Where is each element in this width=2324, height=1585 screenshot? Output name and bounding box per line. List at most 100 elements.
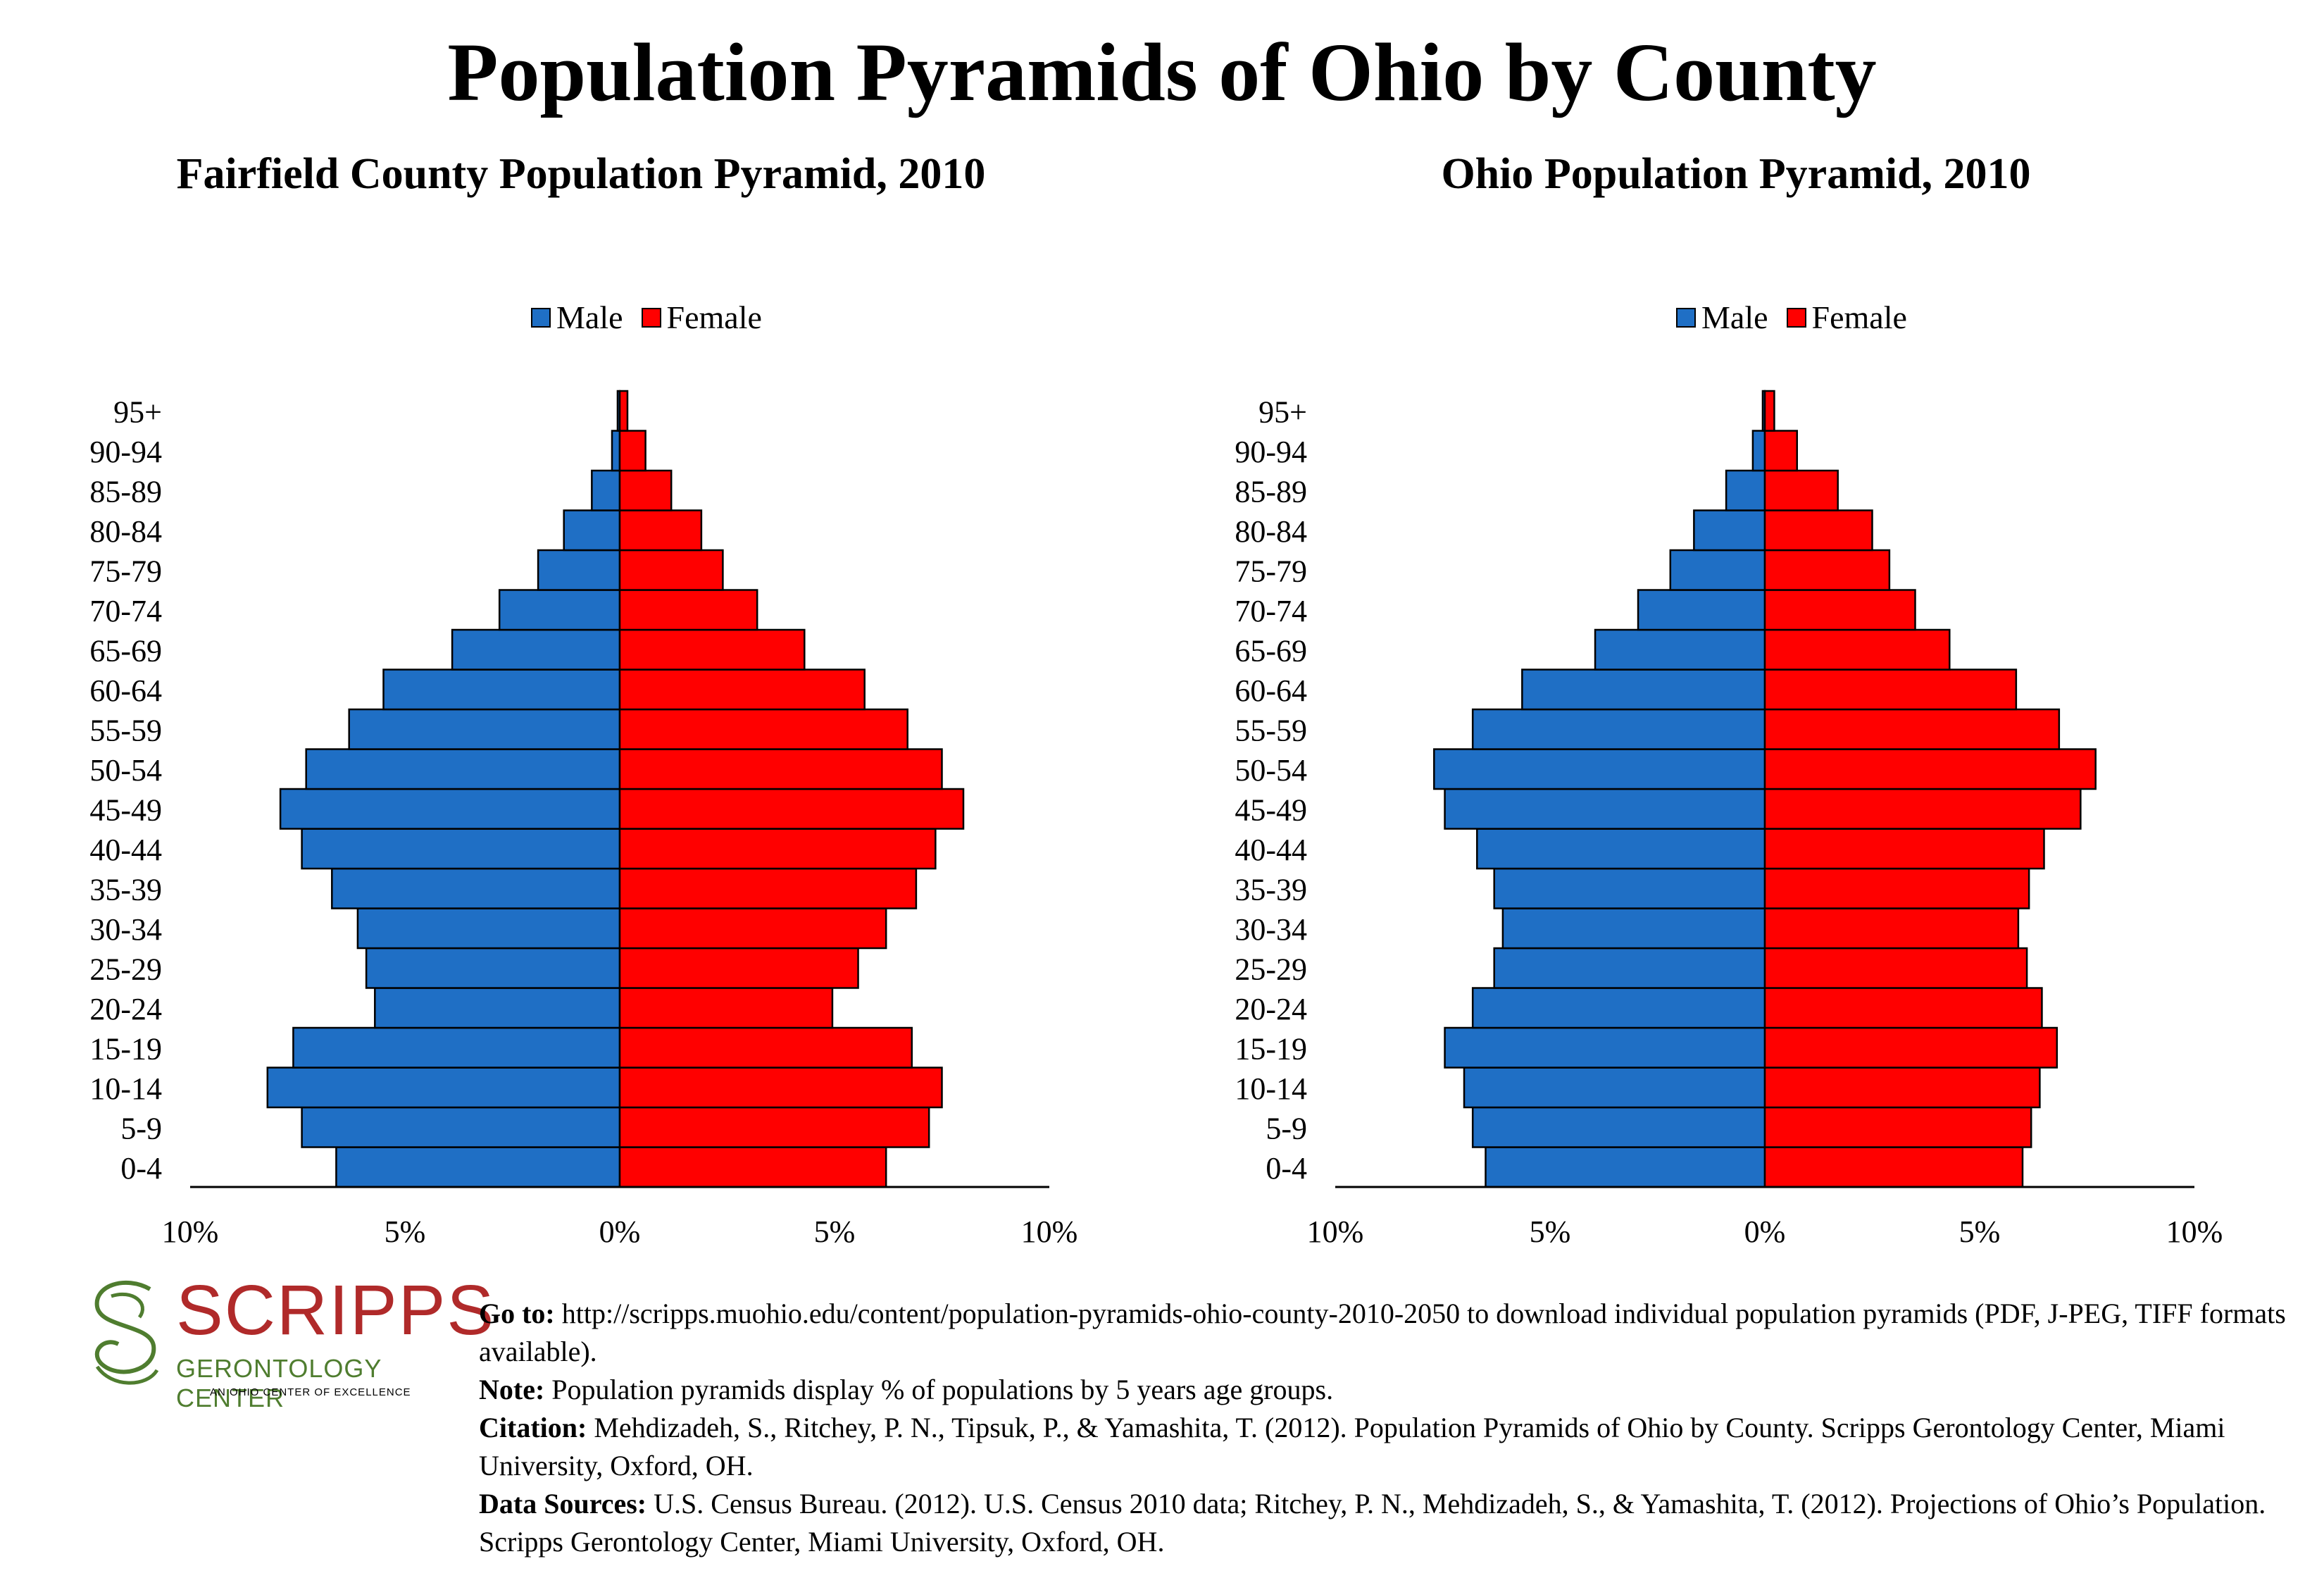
bar-female-90-94 [1763,430,1798,472]
scripps-logo: SCRIPPS GERONTOLOGY CENTER AN OHIO CENTE… [83,1275,494,1412]
bar-female-60-64 [618,669,866,711]
footer-sources: Data Sources: U.S. Census Bureau. (2012)… [479,1485,2310,1561]
bar-male-85-89 [1725,469,1766,511]
y-tick-label: 90-94 [1235,435,1307,469]
bar-female-45-49 [1763,788,2082,830]
y-tick-label: 55-59 [89,713,162,747]
x-tick-label: 5% [1959,1214,2001,1247]
bar-female-85-89 [618,469,673,511]
bar-female-85-89 [1763,469,1839,511]
bar-female-80-84 [618,509,703,552]
bar-female-55-59 [1763,708,2061,750]
footer-notes: Go to: http://scripps.muohio.edu/content… [479,1295,2310,1561]
y-tick-label: 80-84 [89,514,162,549]
bar-female-10-14 [618,1067,943,1109]
y-tick-label: 80-84 [1235,514,1307,549]
chart-title-fairfield: Fairfield County Population Pyramid, 201… [176,150,986,198]
legend-swatch-male [531,307,551,328]
bar-female-20-24 [1763,987,2043,1029]
footer-note: Note: Population pyramids display % of p… [479,1371,2310,1409]
y-tick-label: 35-39 [1235,872,1307,907]
bar-female-45-49 [618,788,965,830]
legend-item-female: Female [1786,299,1907,336]
footer-note-text: Population pyramids display % of populat… [551,1374,1334,1405]
x-tick-label: 5% [385,1214,426,1247]
bar-female-95+ [1763,390,1775,432]
y-tick-label: 10-14 [1235,1071,1307,1106]
bar-male-55-59 [1471,708,1766,750]
y-tick-label: 85-89 [89,474,162,509]
y-tick-label: 30-34 [89,912,162,947]
logo-subtitle: GERONTOLOGY CENTER [176,1354,382,1412]
y-tick-label: 15-19 [89,1031,162,1066]
bar-male-30-34 [1501,907,1766,950]
bar-female-0-4 [618,1146,887,1188]
y-tick-label: 25-29 [1235,952,1307,986]
bar-male-15-19 [1444,1026,1766,1069]
y-tick-label: 5-9 [1266,1111,1307,1145]
bar-male-70-74 [498,589,621,631]
y-tick-label: 0-4 [1266,1151,1307,1186]
x-tick-label: 5% [814,1214,856,1247]
footer-citation: Citation: Mehdizadeh, S., Ritchey, P. N.… [479,1409,2310,1485]
y-tick-label: 75-79 [1235,554,1307,588]
y-tick-label: 10-14 [89,1071,162,1106]
bar-female-50-54 [618,748,943,790]
y-tick-label: 70-74 [89,594,162,628]
bar-male-20-24 [1471,987,1766,1029]
bar-male-0-4 [1485,1146,1766,1188]
bar-female-65-69 [1763,628,1951,671]
scripps-swirl-icon [94,1281,159,1385]
bar-female-15-19 [1763,1026,2059,1069]
y-tick-label: 65-69 [1235,633,1307,668]
footer-goto: Go to: http://scripps.muohio.edu/content… [479,1295,2310,1371]
y-tick-label: 40-44 [89,833,162,867]
y-tick-label: 20-24 [89,992,162,1026]
bar-female-70-74 [1763,589,1916,631]
y-tick-label: 35-39 [89,872,162,907]
bar-female-80-84 [1763,509,1873,552]
bar-male-15-19 [292,1026,621,1069]
bar-female-35-39 [618,867,918,909]
y-tick-label: 65-69 [89,633,162,668]
x-tick-label: 0% [1744,1214,1786,1247]
y-tick-label: 0-4 [120,1151,162,1186]
bar-male-50-54 [305,748,621,790]
y-tick-label: 90-94 [89,435,162,469]
footer-sources-label: Data Sources: [479,1488,647,1519]
bar-male-90-94 [1751,430,1766,472]
y-tick-label: 95+ [113,394,162,429]
bar-male-60-64 [1521,669,1766,711]
page-title: Population Pyramids of Ohio by County [447,26,1877,118]
bar-female-5-9 [618,1106,930,1148]
y-tick-label: 75-79 [89,554,162,588]
y-tick-label: 15-19 [1235,1031,1307,1066]
x-tick-label: 10% [2166,1214,2223,1247]
bar-male-45-49 [1444,788,1766,830]
pyramid-chart-fairfield: 0-4 5-9 10-14 15-19 20-24 25-29 30-34 35-39 40-4… [89,390,1077,1247]
bar-female-30-34 [1763,907,2020,950]
bar-female-75-79 [1763,549,1891,591]
bar-female-15-19 [618,1026,913,1069]
bar-male-60-64 [382,669,621,711]
legend-label-female: Female [1811,299,1907,335]
y-tick-label: 95+ [1258,394,1307,429]
y-tick-label: 70-74 [1235,594,1307,628]
footer-note-label: Note: [479,1374,545,1405]
pyramid-chart-ohio: 0-4 5-9 10-14 15-19 20-24 25-29 30-34 35-39 40-4… [1235,390,2223,1247]
bar-female-75-79 [618,549,724,591]
bar-female-25-29 [1763,947,2028,989]
legend-label-male: Male [1701,299,1768,335]
y-tick-label: 60-64 [89,673,162,708]
bar-female-35-39 [1763,867,2030,909]
bar-female-60-64 [1763,669,2018,711]
bar-female-5-9 [1763,1106,2032,1148]
bar-male-35-39 [1493,867,1766,909]
bar-female-0-4 [1763,1146,2024,1188]
y-tick-label: 50-54 [1235,753,1307,788]
y-tick-label: 45-49 [89,792,162,827]
legend-item-male: Male [531,299,623,336]
x-tick-label: 10% [162,1214,219,1247]
bar-male-90-94 [611,430,621,472]
bar-female-25-29 [618,947,859,989]
